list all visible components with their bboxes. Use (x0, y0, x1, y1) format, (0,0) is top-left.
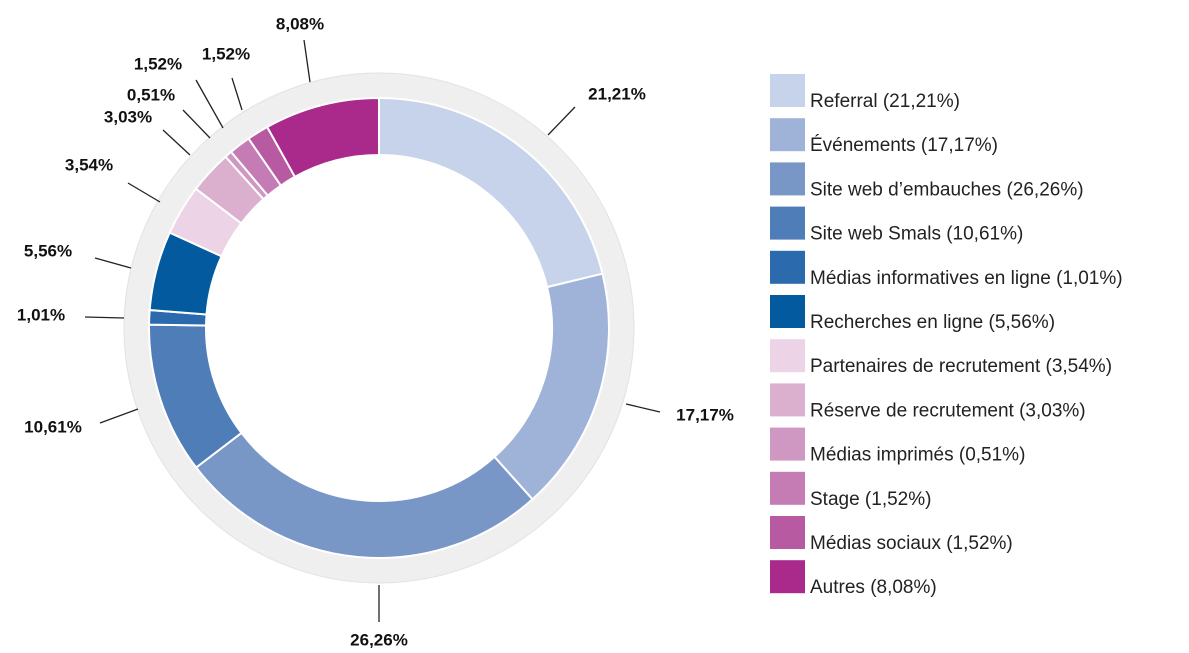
data-label: 3,03% (104, 107, 152, 126)
legend-label: Referral (21,21%) (810, 91, 960, 112)
legend-swatch (770, 162, 805, 196)
data-label: 1,52% (134, 54, 182, 73)
data-label: 3,54% (65, 155, 113, 174)
legend-label: Médias sociaux (1,52%) (810, 533, 1013, 554)
legend-label: Recherches en ligne (5,56%) (810, 312, 1055, 333)
legend-swatch (770, 206, 805, 240)
legend-swatch (770, 516, 805, 549)
donut-segment (265, 96, 380, 179)
legend-label: Médias informatives en ligne (1,01%) (810, 268, 1123, 289)
data-label: 0,51% (127, 85, 175, 104)
leader-line (625, 403, 661, 413)
leader-line (162, 129, 191, 156)
leader-line (231, 77, 243, 111)
leader-line (84, 316, 125, 319)
legend-label: Autres (8,08%) (810, 577, 937, 598)
leader-line (547, 106, 576, 136)
data-label: 1,01% (17, 305, 65, 324)
legend-label: Stage (1,52%) (810, 489, 931, 510)
leader-line (99, 408, 139, 424)
legend-label: Médias imprimés (0,51%) (810, 445, 1025, 466)
legend-swatch (770, 295, 805, 328)
data-label: 17,17% (676, 405, 734, 424)
leader-line (303, 39, 311, 83)
legend-swatch (770, 74, 805, 107)
leader-line (94, 257, 132, 269)
legend-swatch (770, 471, 805, 505)
donut-hole (206, 155, 552, 501)
legend-swatch (770, 118, 805, 152)
legend-label: Événements (17,17%) (810, 135, 998, 156)
legend-label: Site web Smals (10,61%) (810, 224, 1023, 245)
legend-label: Site web d’embauches (26,26%) (810, 179, 1084, 200)
legend-swatch (770, 560, 805, 594)
data-label: 5,56% (24, 241, 72, 260)
data-label: 8,08% (276, 14, 324, 33)
legend-swatch (770, 427, 805, 461)
legend-swatch (770, 250, 805, 284)
legend-label: Partenaires de recrutement (3,54%) (810, 356, 1112, 377)
data-label: 26,26% (350, 630, 408, 649)
leader-line (182, 109, 211, 139)
data-label: 21,21% (588, 84, 646, 103)
data-label: 1,52% (202, 44, 250, 63)
legend-label: Réserve de recrutement (3,03%) (810, 400, 1086, 421)
data-label: 10,61% (24, 417, 82, 436)
legend-swatch (770, 383, 805, 417)
legend-swatch (770, 339, 805, 373)
leader-line (195, 79, 224, 129)
leader-line (127, 182, 161, 203)
